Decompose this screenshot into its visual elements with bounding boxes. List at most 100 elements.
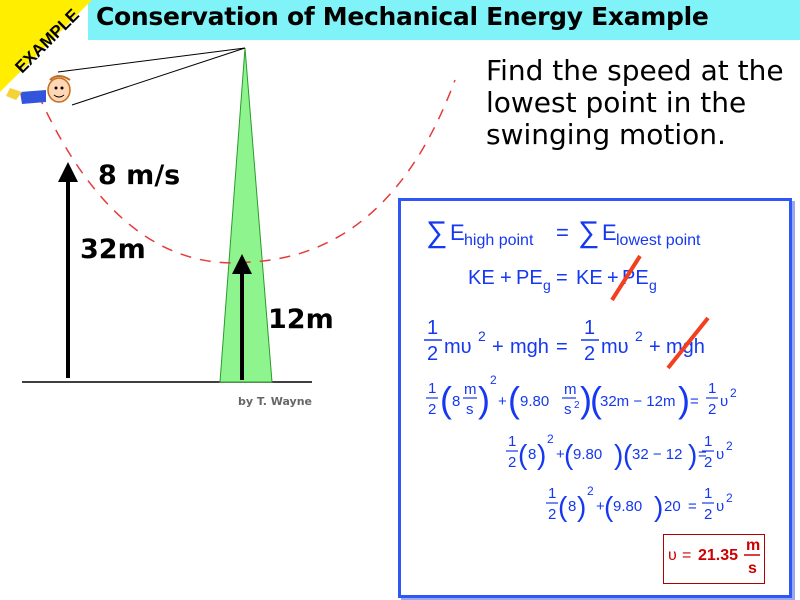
answer-unit-s: s <box>748 560 757 577</box>
svg-text:): ) <box>614 439 623 470</box>
eq6-v: υ <box>716 498 724 515</box>
eq5-rhs-den: 2 <box>704 454 712 471</box>
answer-equals: = <box>682 547 691 564</box>
numeric-equation: 1 2 ( 8 ) 2 + ( 9.80 ) ( 32 − 12 ) = 1 2… <box>506 432 733 471</box>
exp-left: 2 <box>478 328 486 344</box>
eq4-unit-exp: 2 <box>574 400 580 411</box>
svg-text:(: ( <box>604 491 614 522</box>
eq6-frac-num: 1 <box>548 485 556 502</box>
rope-top <box>57 47 246 73</box>
eq4-frac-den: 2 <box>428 401 436 418</box>
pe-left: PE <box>516 267 543 289</box>
eq5-plus: + <box>556 446 565 463</box>
eq4-v: υ <box>720 393 728 410</box>
velocity-label: 8 m/s <box>98 160 181 191</box>
svg-text:): ) <box>688 439 697 470</box>
cross-out-mgh <box>666 316 710 370</box>
ke-right: KE <box>576 267 603 289</box>
eq6-velocity: 8 <box>568 498 576 515</box>
sigma-right: ∑ <box>578 216 599 249</box>
eq6-equals: = <box>688 498 697 515</box>
swinging-person-icon <box>6 75 71 104</box>
plus-right: + <box>607 267 619 289</box>
initial-height-label: 32m <box>80 234 146 265</box>
eq5-height-diff: 32 − 12 <box>632 446 682 463</box>
pendulum-diagram <box>6 47 456 383</box>
ke-left: KE <box>468 267 495 289</box>
answer-box <box>663 534 765 584</box>
pe-right-subscript: g <box>649 277 657 293</box>
energy-sum-equation: ∑ E high point = ∑ E lowest point <box>426 216 701 249</box>
svg-text:(: ( <box>564 439 574 470</box>
eq6-gravity: 9.80 <box>613 498 642 515</box>
equals-3: = <box>556 336 568 358</box>
frac2-den: 2 <box>584 343 595 365</box>
eq6-exp: 2 <box>587 484 594 498</box>
eq6-plus: + <box>596 498 605 515</box>
substitution-equation: 1 2 ( 8 m s ) 2 + ( 9.80 m s 2 ) ( 32m −… <box>426 373 737 420</box>
eq4-unit-m: m <box>464 381 477 398</box>
eq5-velocity: 8 <box>528 446 536 463</box>
pole <box>219 47 273 383</box>
mgh-left: mgh <box>510 336 549 358</box>
eq4-frac-num: 1 <box>428 380 436 397</box>
eq4-velocity: 8 <box>452 393 460 410</box>
mv-right: mυ <box>601 336 629 358</box>
eq4-gravity: 9.80 <box>520 393 549 410</box>
example-badge: EXAMPLE <box>0 0 92 92</box>
subscript-high-point: high point <box>464 232 534 249</box>
cross-out-pe <box>610 254 642 302</box>
eq4-unit-s2: s <box>564 401 572 418</box>
svg-text:(: ( <box>508 379 520 420</box>
question-text: Find the speed at the lowest point in th… <box>486 54 784 151</box>
frac1-den: 2 <box>427 343 438 365</box>
svg-text:): ) <box>478 379 490 420</box>
eq5-v-exp: 2 <box>726 439 733 453</box>
eq5-frac-num: 1 <box>508 433 516 450</box>
eq6-frac-den: 2 <box>548 506 556 523</box>
eq4-height-diff: 32m − 12m <box>600 393 675 410</box>
svg-text:(: ( <box>440 379 452 420</box>
svg-text:(: ( <box>590 379 602 420</box>
eq4-plus: + <box>498 393 507 410</box>
frac1-num: 1 <box>427 317 438 339</box>
subscript-lowest-point: lowest point <box>616 232 701 249</box>
simplified-equation: 1 2 ( 8 ) 2 + ( 9.80 ) 20 = 1 2 υ 2 <box>546 484 733 523</box>
exp-right: 2 <box>635 328 643 344</box>
final-height-label: 12m <box>268 304 334 335</box>
energy-formula-equation: 1 2 mυ 2 + mgh = 1 2 mυ 2 + mgh <box>424 316 710 370</box>
energy-right: E <box>602 220 617 245</box>
eq5-rhs-num: 1 <box>704 433 712 450</box>
answer: υ = 21.35 m s <box>668 537 760 577</box>
eq5-frac-den: 2 <box>508 454 516 471</box>
svg-text:(: ( <box>558 491 568 522</box>
eq5-exp: 2 <box>547 432 554 446</box>
eq4-rhs-num: 1 <box>708 380 716 397</box>
eq5-gravity: 9.80 <box>573 446 602 463</box>
mv-left: mυ <box>444 336 472 358</box>
eq6-v-exp: 2 <box>726 491 733 505</box>
plus-left: + <box>500 267 512 289</box>
energy-left: E <box>450 220 465 245</box>
answer-value: 21.35 <box>698 547 738 564</box>
title-bar <box>88 0 800 40</box>
pe-left-subscript: g <box>543 277 551 293</box>
eq4-unit-s: s <box>466 401 474 418</box>
equals-2: = <box>556 267 568 289</box>
slide-title: Conservation of Mechanical Energy Exampl… <box>96 2 709 31</box>
answer-v: υ <box>668 547 677 564</box>
svg-text:(: ( <box>518 439 528 470</box>
plus-3b: + <box>649 336 661 358</box>
eq4-equals: = <box>690 393 699 410</box>
svg-text:): ) <box>678 379 690 420</box>
eq6-rhs-den: 2 <box>704 506 712 523</box>
rope-bottom <box>71 47 246 106</box>
plus-3: + <box>492 336 504 358</box>
eq4-rhs-den: 2 <box>708 401 716 418</box>
sigma-left: ∑ <box>426 216 447 249</box>
ke-pe-equation: KE + PE g = KE + PE g <box>468 254 657 302</box>
svg-text:(: ( <box>623 439 633 470</box>
eq5-v: υ <box>716 446 724 463</box>
svg-text:): ) <box>577 491 586 522</box>
